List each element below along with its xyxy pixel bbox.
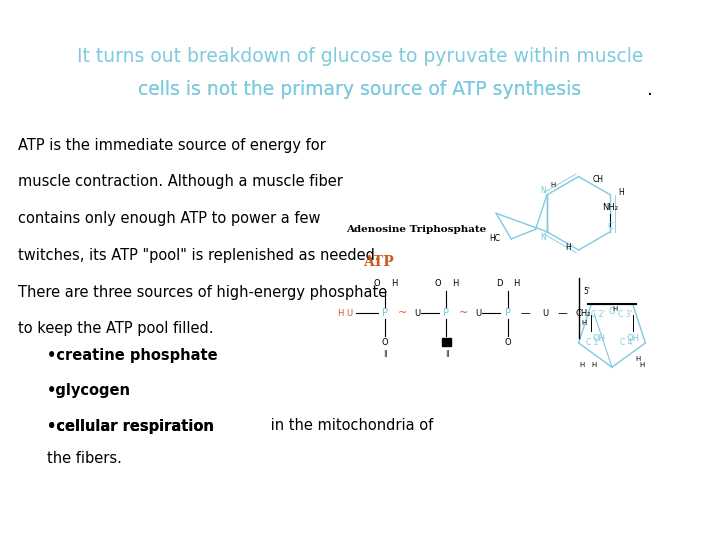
Text: CH: CH [593, 175, 604, 184]
Text: C 1': C 1' [586, 339, 600, 347]
Text: Adenosine Triphosphate: Adenosine Triphosphate [346, 225, 486, 234]
Text: D: D [495, 279, 503, 288]
Text: the fibers.: the fibers. [47, 451, 122, 466]
Text: O: O [504, 339, 511, 347]
Text: —: — [558, 308, 568, 318]
Text: C 3': C 3' [618, 310, 633, 319]
Text: H: H [582, 320, 587, 326]
Text: —: — [521, 308, 531, 318]
Text: ~: ~ [459, 308, 469, 318]
Text: cells is not the primary source of ATP synthesis: cells is not the primary source of ATP s… [138, 79, 582, 99]
Text: O: O [373, 279, 380, 288]
Text: H: H [636, 356, 641, 362]
Text: ~: ~ [398, 308, 408, 318]
Text: C 4': C 4' [620, 339, 635, 347]
Text: U: U [414, 309, 420, 318]
Text: O: O [382, 339, 389, 347]
Text: twitches, its ATP "pool" is replenished as needed.: twitches, its ATP "pool" is replenished … [18, 248, 379, 263]
Text: •cellular respiration: •cellular respiration [47, 418, 214, 434]
Text: ATP is the immediate source of energy for: ATP is the immediate source of energy fo… [18, 138, 325, 153]
Text: H: H [513, 279, 519, 288]
Text: CH₂: CH₂ [576, 309, 592, 318]
Text: ‖: ‖ [445, 350, 448, 357]
Text: •glycogen: •glycogen [47, 383, 131, 399]
Text: cells is not the primary source of ATP synthesis: cells is not the primary source of ATP s… [138, 79, 582, 99]
Text: H: H [612, 306, 617, 312]
Text: N: N [540, 186, 546, 195]
Text: P: P [444, 308, 449, 318]
Text: U: U [475, 309, 482, 318]
Text: H: H [452, 279, 458, 288]
Text: HC: HC [490, 234, 500, 244]
Text: H: H [618, 188, 624, 197]
Text: N: N [540, 233, 546, 241]
Text: U: U [542, 309, 549, 318]
Text: •creatine phosphate: •creatine phosphate [47, 348, 217, 363]
Text: H: H [565, 243, 571, 252]
Text: H: H [639, 362, 644, 368]
Text: OH: OH [592, 334, 605, 343]
Text: H: H [580, 362, 585, 368]
Text: There are three sources of high-energy phosphate: There are three sources of high-energy p… [18, 285, 387, 300]
Text: It turns out breakdown of glucose to pyruvate within muscle: It turns out breakdown of glucose to pyr… [77, 47, 643, 66]
Text: H: H [550, 182, 556, 188]
Text: contains only enough ATP to power a few: contains only enough ATP to power a few [18, 211, 320, 226]
Bar [442, 338, 451, 346]
Text: 5': 5' [583, 287, 590, 296]
Text: P: P [505, 308, 510, 318]
Text: O: O [608, 307, 616, 316]
Text: in the mitochondria of: in the mitochondria of [266, 418, 433, 434]
Text: to keep the ATP pool filled.: to keep the ATP pool filled. [18, 321, 214, 336]
Text: H: H [391, 279, 397, 288]
Text: OH: OH [626, 334, 639, 343]
Text: ATP: ATP [364, 255, 395, 269]
Text: P: P [382, 308, 388, 318]
Text: H: H [592, 362, 597, 368]
Text: muscle contraction. Although a muscle fiber: muscle contraction. Although a muscle fi… [18, 174, 343, 190]
Text: O: O [434, 279, 441, 288]
Text: H U: H U [338, 309, 354, 318]
Text: NH₂: NH₂ [603, 203, 618, 212]
Text: C: C [608, 222, 613, 231]
Text: .: . [647, 79, 653, 99]
Text: C 2': C 2' [591, 310, 606, 319]
Text: ‖: ‖ [384, 350, 387, 357]
Text: •cellular respiration: •cellular respiration [47, 418, 214, 434]
